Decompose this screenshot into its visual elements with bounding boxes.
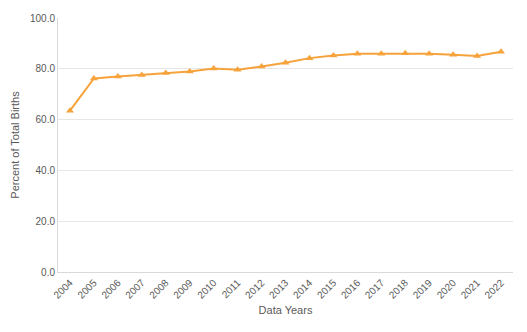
svg-text:2018: 2018 xyxy=(387,277,411,301)
svg-text:60.0: 60.0 xyxy=(36,114,56,125)
svg-text:100.0: 100.0 xyxy=(30,13,55,24)
svg-text:2009: 2009 xyxy=(171,277,195,301)
svg-text:2005: 2005 xyxy=(75,277,99,301)
svg-text:Percent of Total Births: Percent of Total Births xyxy=(9,91,21,199)
svg-text:2016: 2016 xyxy=(339,277,363,301)
svg-text:2007: 2007 xyxy=(123,277,147,301)
svg-text:2021: 2021 xyxy=(459,277,483,301)
svg-text:2006: 2006 xyxy=(99,277,123,301)
svg-text:Data Years: Data Years xyxy=(259,304,313,316)
svg-text:2011: 2011 xyxy=(220,277,243,300)
svg-text:0.0: 0.0 xyxy=(41,267,55,278)
svg-text:80.0: 80.0 xyxy=(36,63,56,74)
svg-text:2008: 2008 xyxy=(147,277,171,301)
svg-text:40.0: 40.0 xyxy=(36,165,56,176)
svg-text:2010: 2010 xyxy=(195,277,219,301)
svg-text:2012: 2012 xyxy=(243,277,267,301)
svg-text:2022: 2022 xyxy=(482,277,506,301)
svg-text:2020: 2020 xyxy=(435,277,459,301)
svg-text:2019: 2019 xyxy=(411,277,435,301)
svg-text:2004: 2004 xyxy=(51,277,75,301)
svg-text:2013: 2013 xyxy=(267,277,291,301)
svg-text:2017: 2017 xyxy=(363,277,387,301)
svg-text:2014: 2014 xyxy=(291,277,315,301)
svg-text:2015: 2015 xyxy=(315,277,339,301)
svg-text:20.0: 20.0 xyxy=(36,216,56,227)
